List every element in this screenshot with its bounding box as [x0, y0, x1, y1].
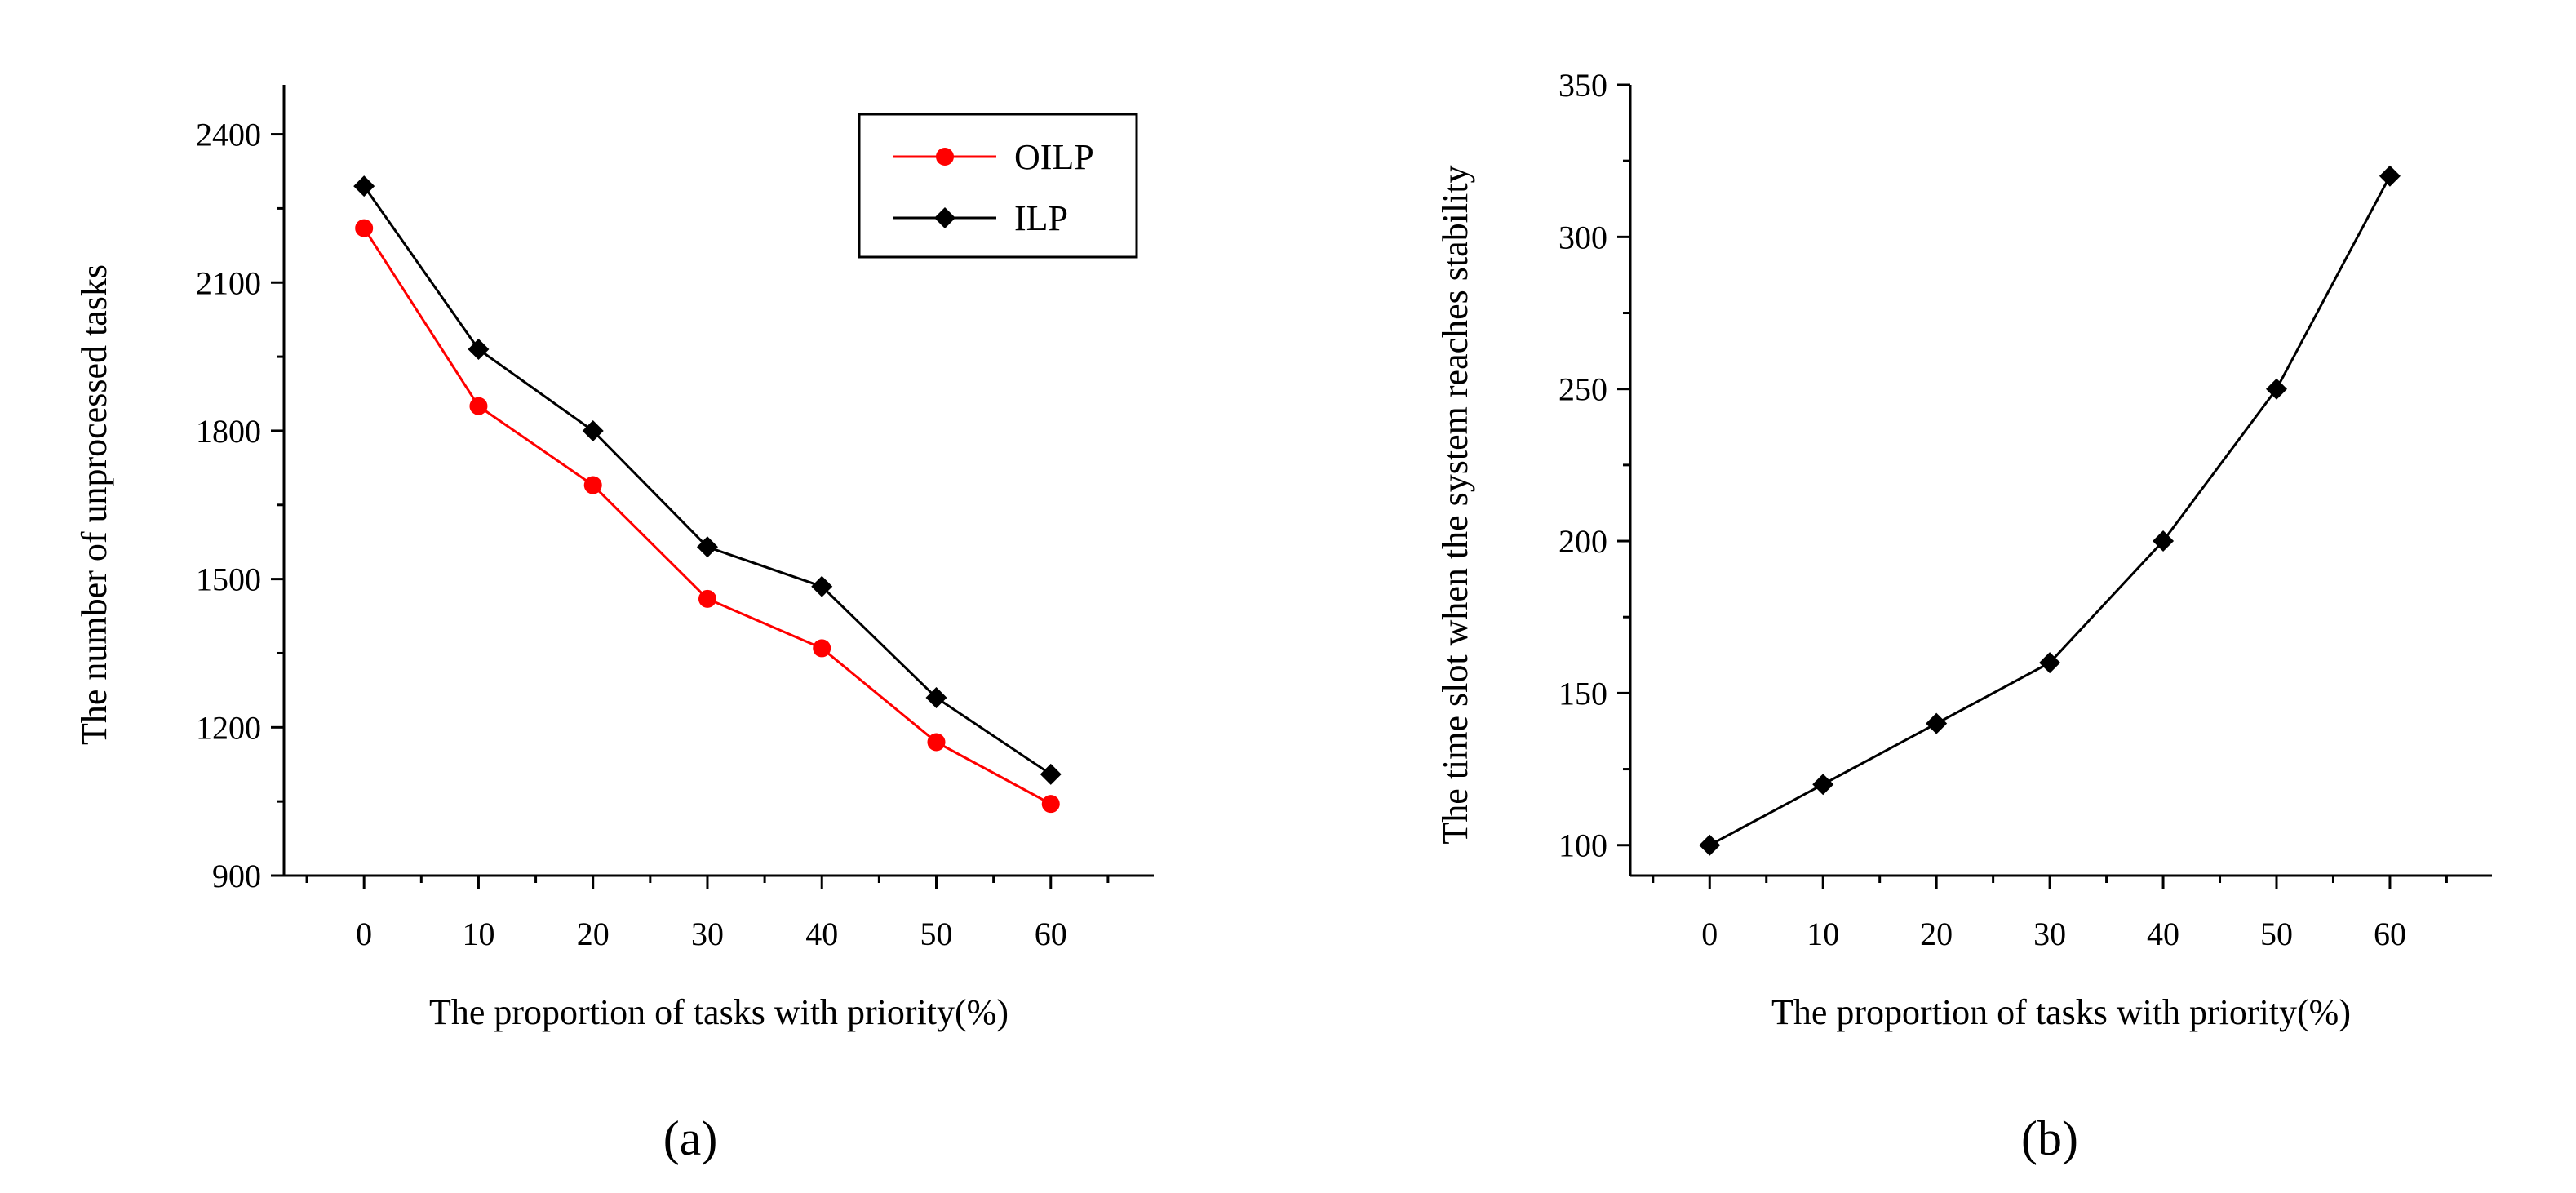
- chart-a-data-point: [811, 575, 833, 597]
- chart-a-legend-label: ILP: [1014, 198, 1068, 238]
- chart-a-x-tick-label: 30: [691, 916, 724, 952]
- chart-a-legend: OILP ILP: [858, 113, 1138, 259]
- chart-b-y-tick-label: 350: [1558, 67, 1607, 104]
- chart-a-data-point: [927, 733, 946, 752]
- chart-a-y-tick-label: 1200: [196, 709, 261, 746]
- chart-b-data-point: [2266, 378, 2287, 400]
- chart-a-data-point: [1040, 763, 1062, 785]
- chart-a-x-tick-label: 10: [462, 916, 494, 952]
- chart-a-y-tick-label: 2100: [196, 264, 261, 301]
- chart-b-y-tick-label: 100: [1558, 827, 1607, 864]
- chart-a-legend-marker: [934, 207, 955, 228]
- chart-b-x-tick-label: 10: [1807, 916, 1839, 952]
- chart-b-data-point: [2039, 652, 2061, 674]
- chart-a-data-point: [925, 686, 947, 708]
- chart-a-series-line: [362, 185, 1052, 776]
- chart-a-legend-marker: [936, 148, 954, 166]
- chart-a-data-point: [355, 219, 374, 237]
- chart-b-x-tick-label: 60: [2374, 916, 2406, 952]
- chart-a-x-tick-label: 0: [356, 916, 372, 952]
- chart-a-x-axis-label: The proportion of tasks with priority(%): [429, 992, 1009, 1032]
- chart-a-data-point: [1041, 795, 1060, 814]
- chart-a-x-tick-label: 40: [805, 916, 838, 952]
- chart-b-data-point: [1812, 774, 1834, 796]
- chart-b-y-tick-label: 200: [1558, 523, 1607, 560]
- chart-a-panel-label: (a): [663, 1111, 718, 1165]
- chart-b-series-line: [1709, 175, 2392, 847]
- chart-a-y-tick-label: 1800: [196, 413, 261, 450]
- chart-a-y-tick-label: 900: [212, 858, 261, 894]
- chart-b-x-tick-label: 30: [2033, 916, 2066, 952]
- chart-a-data-point: [698, 589, 716, 608]
- chart-a-series-line: [362, 227, 1052, 805]
- chart-a-data-point: [813, 639, 831, 658]
- chart-b-axes: 0 10 20 30 40 50 60 100 150 200 250 300 350: [1558, 67, 2492, 952]
- chart-a-series: [353, 175, 1062, 814]
- chart-b-data-point: [1699, 834, 1721, 856]
- chart-a-axes: 0 10 20 30 40 50 60 900 1200 1500 1800 2100 2400: [196, 85, 1154, 952]
- chart-b-data-point: [2379, 165, 2401, 187]
- chart-b-series: [1699, 165, 2401, 856]
- chart-a-data-point: [469, 397, 488, 415]
- chart-b-x-tick-label: 0: [1701, 916, 1718, 952]
- chart-a-data-point: [468, 339, 490, 361]
- chart-b-y-tick-label: 300: [1558, 219, 1607, 255]
- chart-a-legend-label: OILP: [1014, 137, 1094, 177]
- chart-a-x-tick-label: 20: [577, 916, 610, 952]
- chart-a-legend-box: [858, 113, 1138, 259]
- chart-a-data-point: [353, 175, 375, 197]
- chart-b-y-tick-label: 150: [1558, 675, 1607, 712]
- chart-b-data-point: [1926, 712, 1948, 734]
- chart-a-y-tick-label: 1500: [196, 561, 261, 598]
- chart-a-x-tick-label: 60: [1035, 916, 1067, 952]
- chart-panel-b: 0 10 20 30 40 50 60 100 150 200 250 300 350 The prop…: [1435, 67, 2492, 1165]
- chart-a-data-point: [583, 476, 602, 494]
- chart-a-y-tick-label: 2400: [196, 117, 261, 153]
- chart-b-x-tick-label: 20: [1920, 916, 1953, 952]
- chart-panel-a: 0 10 20 30 40 50 60 900 1200 1500 1800 2100 2400 The…: [74, 85, 1154, 1165]
- chart-b-y-axis-label: The time slot when the system reaches st…: [1435, 165, 1475, 844]
- chart-b-panel-label: (b): [2021, 1111, 2078, 1165]
- chart-b-x-tick-label: 50: [2260, 916, 2293, 952]
- chart-a-data-point: [696, 536, 718, 558]
- chart-a-y-axis-label: The number of unprocessed tasks: [74, 264, 114, 745]
- chart-b-data-point: [2153, 530, 2175, 552]
- chart-a-data-point: [582, 419, 604, 441]
- chart-b-x-axis-label: The proportion of tasks with priority(%): [1771, 992, 2351, 1032]
- chart-b-y-tick-label: 250: [1558, 371, 1607, 408]
- chart-b-x-tick-label: 40: [2147, 916, 2179, 952]
- chart-a-x-tick-label: 50: [920, 916, 953, 952]
